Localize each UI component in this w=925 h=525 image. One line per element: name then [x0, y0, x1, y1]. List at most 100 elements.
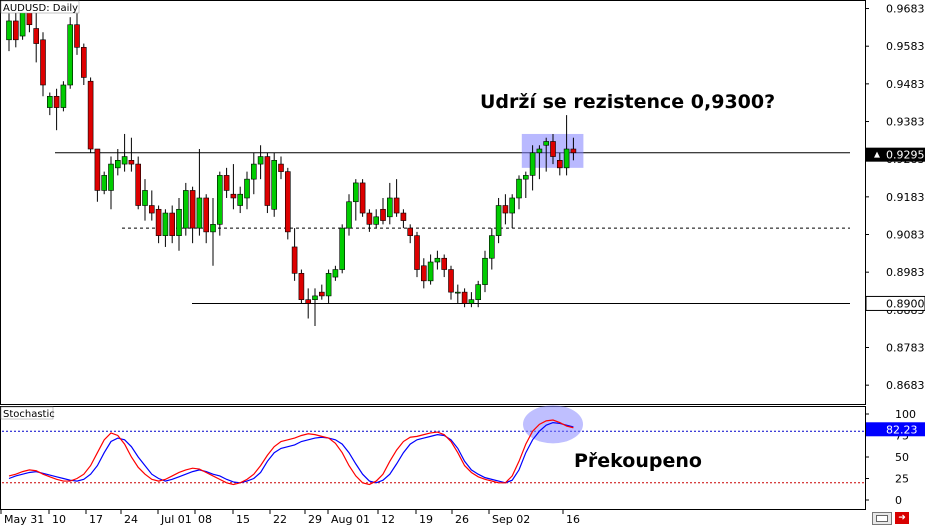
candle	[543, 137, 550, 172]
y-tick-label: 0.8683	[886, 379, 925, 392]
candle-body	[454, 291, 461, 294]
stoch-value-label: 82.23	[886, 423, 918, 436]
candle	[318, 284, 325, 300]
candle	[217, 171, 223, 236]
candle-body	[339, 227, 346, 270]
candle	[386, 182, 393, 225]
y-tick-label: 0.8983	[886, 266, 925, 279]
candle-body	[53, 95, 60, 108]
candle	[373, 209, 380, 229]
candle-body	[230, 193, 237, 199]
candle	[142, 179, 148, 221]
candle-body	[13, 20, 19, 41]
candle-body	[400, 212, 407, 221]
candle-body	[101, 175, 107, 191]
candle	[414, 231, 420, 278]
candle	[448, 265, 454, 300]
x-tick-label: 26	[455, 513, 469, 525]
y-tick-label: 0.9083	[886, 229, 925, 242]
candle-body	[373, 216, 380, 225]
y-tick-label: 0.9383	[886, 116, 925, 129]
candle-body	[332, 269, 339, 278]
candle-body	[67, 24, 73, 86]
candle-body	[162, 212, 169, 236]
candle-body	[169, 212, 175, 236]
candle	[149, 190, 155, 221]
y-tick-label: 0.9583	[886, 40, 925, 53]
candle	[278, 156, 284, 180]
candle	[563, 115, 570, 176]
candle	[291, 228, 298, 281]
x-tick-label: 15	[236, 513, 250, 525]
candle-body	[312, 295, 318, 300]
candle	[135, 156, 141, 210]
candle-body	[87, 80, 94, 150]
overbought-annotation: Překoupeno	[574, 450, 702, 472]
candle	[380, 197, 386, 225]
candle	[115, 149, 121, 176]
x-tick-label: 24	[124, 513, 138, 525]
candle	[509, 194, 516, 229]
candle-body	[291, 246, 298, 274]
candle-body	[556, 160, 563, 169]
candle	[60, 81, 67, 112]
candle-body	[516, 178, 522, 199]
candle-body	[223, 175, 230, 191]
candle	[196, 149, 203, 236]
x-tick-label: 16	[566, 513, 580, 525]
candle	[101, 171, 107, 195]
x-tick-label: 17	[89, 513, 103, 525]
candle-body	[468, 299, 475, 304]
candle	[108, 156, 114, 210]
candle-body	[183, 190, 189, 229]
candle-body	[128, 160, 135, 165]
candle	[284, 167, 291, 240]
stochastic-title-box	[0, 406, 54, 420]
candle-body	[271, 160, 278, 210]
candle-body	[264, 156, 271, 206]
candle	[454, 284, 461, 304]
candle-body	[550, 141, 556, 157]
candle-body	[81, 47, 87, 78]
candle	[332, 265, 339, 281]
current-price-label: 0.9295	[886, 149, 925, 162]
candles	[6, 1, 577, 327]
candle	[67, 17, 73, 89]
candle	[46, 92, 53, 116]
candle	[176, 197, 182, 251]
candle	[468, 292, 475, 308]
candle-body	[217, 175, 223, 225]
candle	[87, 77, 94, 153]
candle-body	[94, 148, 101, 191]
go-to-end-arrow-icon[interactable]: ➜	[895, 512, 909, 524]
candle-body	[529, 152, 536, 176]
candle	[366, 209, 373, 232]
candle-body	[536, 148, 543, 154]
price-panel	[0, 0, 866, 405]
y-tick-label: 0.8783	[886, 342, 925, 355]
candle-body	[257, 156, 264, 165]
candle	[570, 137, 577, 161]
candle-body	[244, 178, 250, 199]
candle-body	[155, 208, 162, 236]
candle	[251, 152, 257, 195]
x-tick-label: Aug 01	[331, 513, 370, 525]
candle	[189, 186, 196, 244]
candle	[237, 186, 243, 214]
price-axis: 0.96830.95830.94830.93830.92830.91830.90…	[865, 3, 925, 392]
x-tick-label: 12	[381, 513, 395, 525]
candle	[210, 197, 216, 266]
candle	[230, 164, 237, 210]
candle-body	[482, 257, 488, 285]
chart-scroll-button[interactable]	[872, 512, 892, 525]
candle	[298, 269, 305, 304]
candle	[169, 205, 175, 244]
candle	[271, 152, 278, 217]
stoch-tick-label: 50	[895, 451, 909, 464]
candle-body	[570, 148, 577, 154]
stochastic-series	[8, 419, 574, 486]
candle-body	[33, 28, 40, 44]
candle	[40, 32, 46, 97]
candle	[53, 88, 60, 131]
